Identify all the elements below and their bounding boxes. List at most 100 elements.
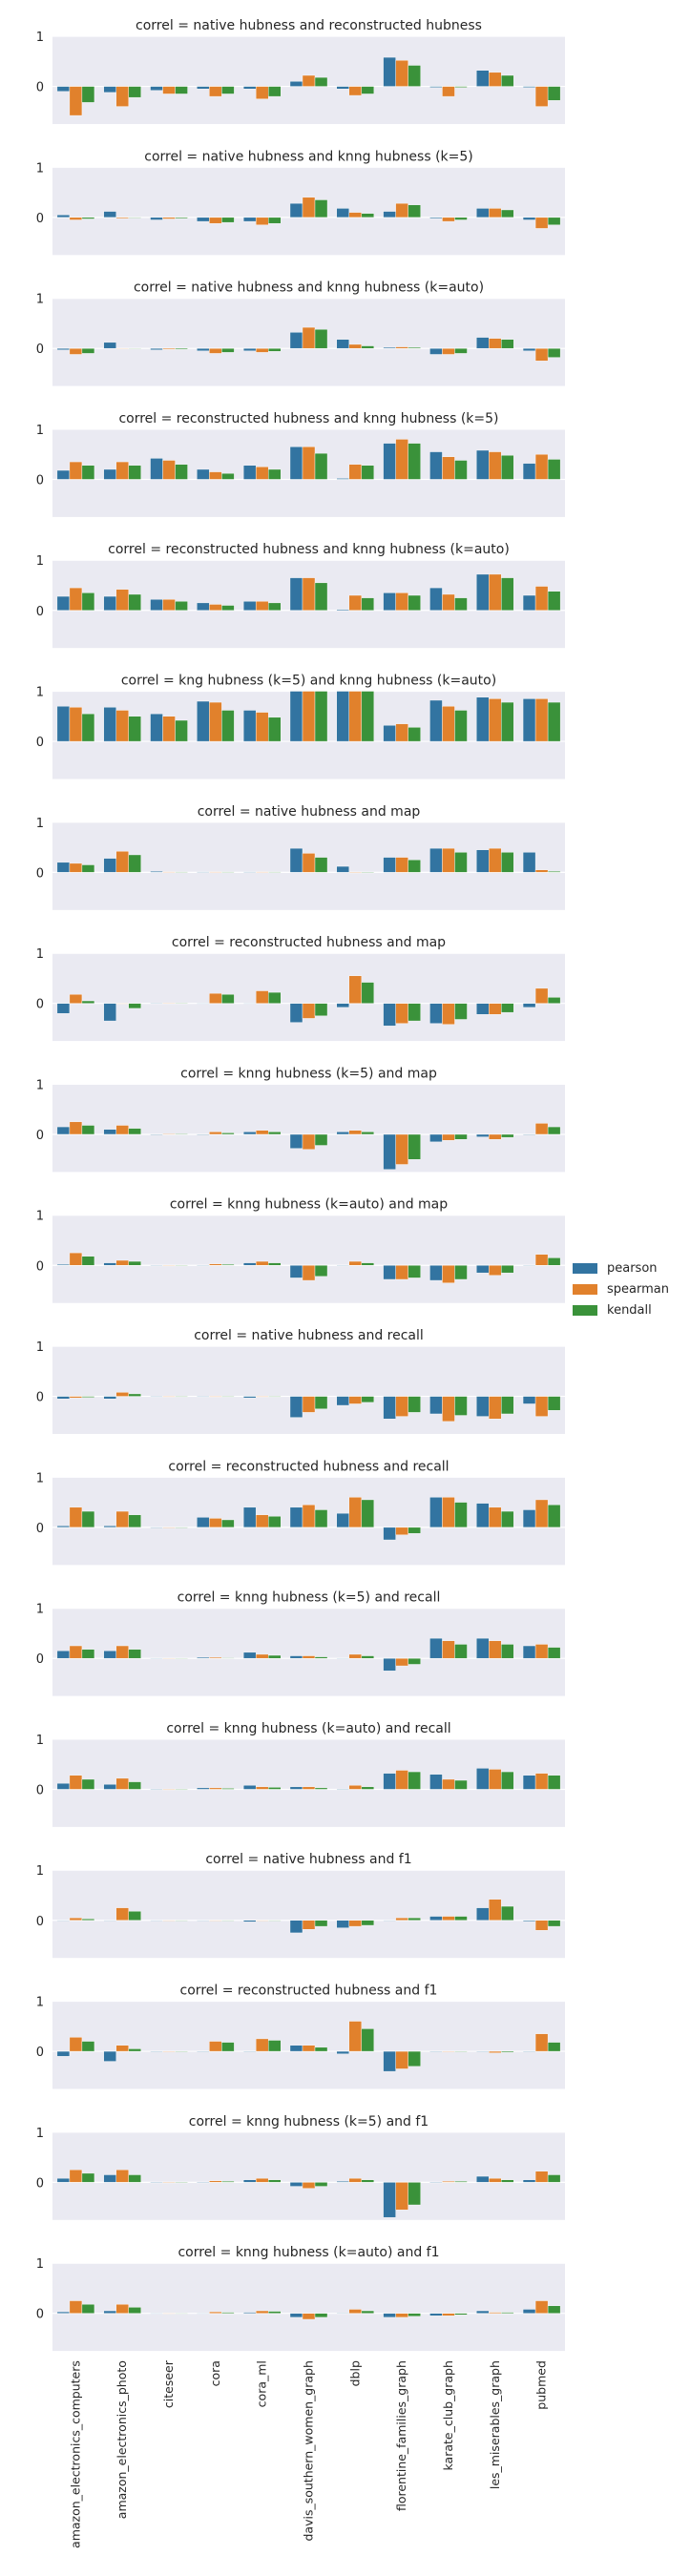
bar-pearson — [476, 1907, 490, 1921]
bar-pearson — [476, 208, 490, 218]
bar-spearman — [348, 1497, 363, 1528]
bar-pearson — [103, 1129, 116, 1135]
bar-kendall — [314, 1396, 328, 1409]
bar-spearman — [489, 2177, 502, 2183]
bar-pearson — [197, 1003, 210, 1005]
bar-pearson — [336, 1003, 350, 1008]
y-tick-label: 1 — [36, 31, 44, 45]
bar-spearman — [489, 208, 502, 218]
bar-pearson — [103, 86, 116, 93]
bar-pearson — [103, 1784, 116, 1790]
bar-pearson — [150, 1396, 163, 1398]
bar-spearman — [115, 461, 129, 480]
bar-pearson — [476, 2310, 490, 2314]
bar-spearman — [395, 1133, 408, 1165]
bar-spearman — [69, 1396, 83, 1399]
bar-kendall — [547, 1257, 561, 1266]
bar-kendall — [314, 1656, 328, 1659]
bar-spearman — [115, 851, 129, 873]
bar-pearson — [197, 602, 210, 611]
bar-spearman — [395, 202, 408, 218]
x-tick-label: les_miserables_graph — [488, 2360, 502, 2489]
bar-kendall — [501, 209, 514, 218]
panel-title: correl = native hubness and reconstructe… — [136, 18, 482, 33]
bar-kendall — [314, 2182, 328, 2187]
bar-pearson — [336, 1396, 350, 1406]
bar-pearson — [103, 1651, 116, 1659]
x-tick-label: florentine_families_graph — [394, 2360, 408, 2511]
bar-kendall — [221, 871, 235, 873]
bar-spearman — [442, 1497, 455, 1528]
bar-spearman — [348, 1396, 363, 1404]
bar-spearman — [115, 1125, 129, 1135]
bar-kendall — [314, 1920, 328, 1927]
bar-spearman — [255, 601, 269, 611]
bar-pearson — [429, 1396, 443, 1415]
bar-spearman — [489, 1396, 502, 1420]
bar-spearman — [534, 86, 549, 107]
bar-pearson — [383, 2313, 396, 2318]
bar-kendall — [361, 1786, 375, 1790]
bar-pearson — [197, 2313, 210, 2315]
x-tick-label: dblp — [347, 2360, 362, 2386]
bar-pearson — [522, 1133, 536, 1135]
panel-title: correl = reconstructed hubness and recal… — [168, 1459, 449, 1474]
bar-kendall — [175, 2182, 188, 2184]
bar-kendall — [547, 1647, 561, 1659]
bar-kendall — [547, 347, 561, 358]
bar-spearman — [69, 1506, 83, 1528]
bar-spearman — [69, 1645, 83, 1659]
bar-kendall — [501, 701, 514, 742]
bar-spearman — [534, 453, 549, 480]
bar-spearman — [255, 712, 269, 742]
bar-pearson — [429, 1497, 443, 1528]
bar-pearson — [522, 1775, 536, 1790]
bar-pearson — [522, 698, 536, 742]
bar-spearman — [489, 1640, 502, 1659]
y-tick-label: 1 — [36, 1340, 44, 1355]
x-tick-label: davis_southern_women_graph — [302, 2360, 316, 2541]
bar-spearman — [302, 2313, 316, 2320]
bar-spearman — [162, 347, 176, 350]
bar-kendall — [361, 1920, 375, 1926]
bar-pearson — [429, 587, 443, 611]
bar-kendall — [267, 1787, 282, 1790]
bar-spearman — [348, 464, 363, 480]
bar-kendall — [81, 1649, 95, 1659]
bar-spearman — [209, 2311, 222, 2314]
y-tick-label: 0 — [36, 1783, 44, 1797]
bar-pearson — [336, 1512, 350, 1528]
bar-kendall — [81, 86, 95, 103]
bar-kendall — [547, 1396, 561, 1411]
bar-kendall — [314, 582, 328, 611]
panel-title: correl = reconstructed hubness and knng … — [108, 542, 510, 557]
panel-title: correl = native hubness and map — [198, 804, 421, 820]
bar-kendall — [221, 1788, 235, 1790]
bar-pearson — [242, 1396, 257, 1399]
bar-pearson — [289, 577, 303, 611]
bar-pearson — [242, 1506, 257, 1528]
bar-kendall — [314, 328, 328, 349]
x-tick-label: pubmed — [534, 2360, 549, 2410]
bar-spearman — [69, 587, 83, 611]
bar-spearman — [302, 1920, 316, 1930]
y-tick-label: 0 — [36, 81, 44, 95]
bar-kendall — [501, 455, 514, 480]
bar-pearson — [429, 86, 443, 88]
bar-pearson — [150, 1920, 163, 1922]
bar-spearman — [255, 1920, 269, 1922]
x-tick-label: cora_ml — [255, 2360, 269, 2407]
bar-pearson — [242, 1262, 257, 1266]
bar-pearson — [197, 468, 210, 480]
bar-kendall — [454, 597, 468, 611]
bar-pearson — [476, 1768, 490, 1790]
bar-spearman — [115, 86, 129, 107]
legend-label-pearson: pearson — [607, 1260, 658, 1276]
bar-kendall — [454, 1502, 468, 1528]
bar-pearson — [150, 217, 163, 220]
bar-kendall — [128, 1911, 141, 1921]
bar-kendall — [128, 1260, 141, 1266]
bar-kendall — [128, 347, 141, 349]
bar-kendall — [221, 2042, 235, 2052]
